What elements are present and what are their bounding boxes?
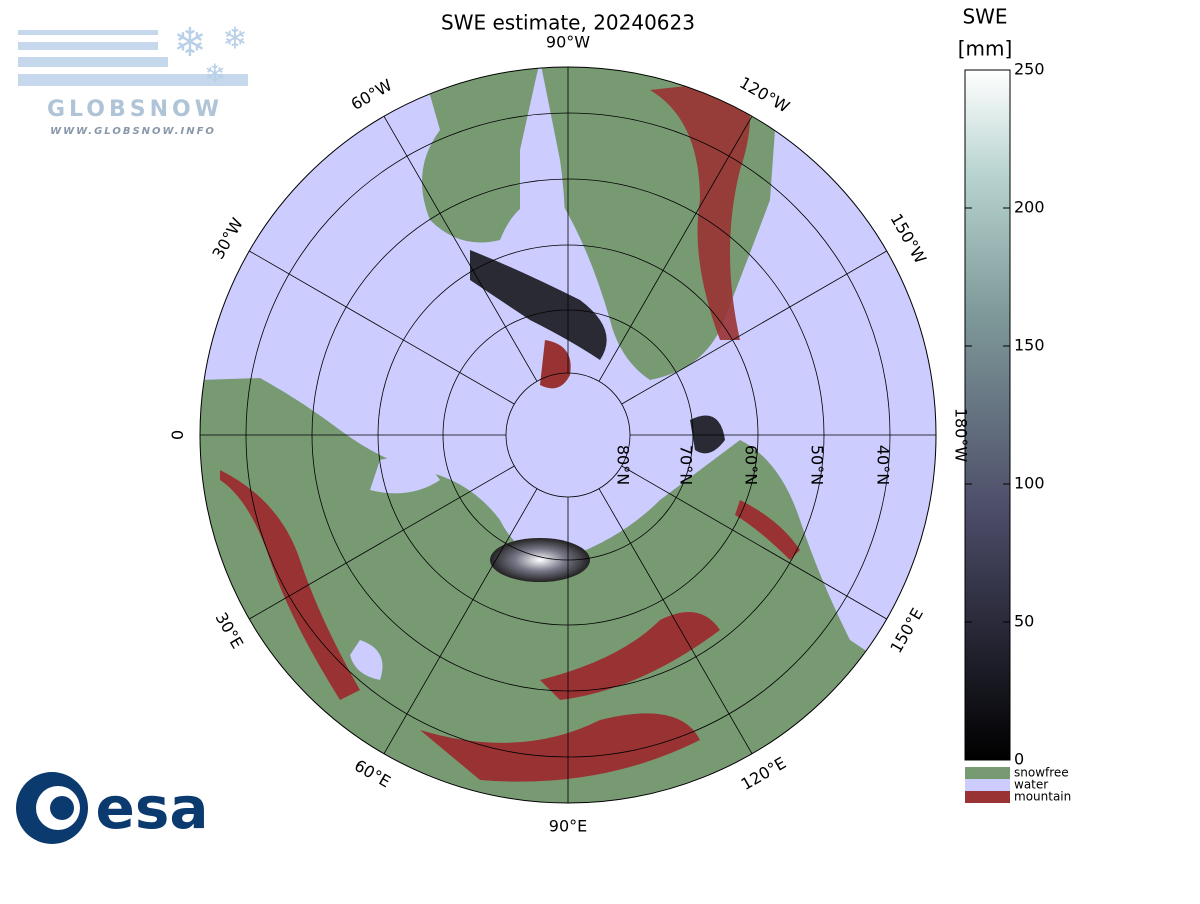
latitude-label: 70°N	[677, 445, 696, 485]
meridian-line	[249, 250, 515, 405]
meridian-line	[621, 250, 887, 405]
latitude-label: 50°N	[808, 445, 827, 485]
colorbar-title: SWE	[962, 5, 1007, 29]
map-title: SWE estimate, 20240623	[441, 11, 695, 35]
colorbar-tick-label: 100	[1014, 474, 1045, 493]
esa-logo: esa	[16, 772, 209, 844]
svg-text:❄: ❄	[173, 20, 207, 66]
colorbar-unit: [mm]	[958, 37, 1013, 61]
legend-label: water	[1014, 778, 1048, 792]
meridian-line	[383, 488, 538, 754]
meridian-label: 150°W	[887, 210, 931, 267]
latitude-label: 40°N	[874, 445, 893, 485]
globsnow-logo: ❄ ❄ ❄ GLOBSNOW WWW.GLOBSNOW.INFO	[18, 20, 248, 137]
globsnow-name: GLOBSNOW	[47, 97, 223, 122]
polar-map	[200, 67, 936, 803]
meridian-label: 180°W	[952, 408, 971, 463]
meridian-label: 150°E	[886, 605, 927, 657]
latitude-label: 80°N	[614, 445, 633, 485]
colorbar-tick-label: 200	[1014, 198, 1045, 217]
legend-label: snowfree	[1014, 766, 1069, 780]
svg-text:❄: ❄	[222, 22, 247, 57]
meridian-label: 120°E	[738, 753, 790, 794]
meridian-label: 120°W	[736, 73, 793, 117]
graticule	[200, 67, 936, 803]
globsnow-url: WWW.GLOBSNOW.INFO	[50, 126, 216, 137]
legend-swatch	[965, 779, 1010, 791]
meridian-label: 0	[168, 430, 187, 440]
esa-name: esa	[96, 774, 209, 842]
legend-swatch	[965, 767, 1010, 779]
colorbar-tick-label: 50	[1014, 612, 1034, 631]
colorbar-tick-label: 0	[1014, 750, 1024, 769]
map-border	[199, 66, 937, 804]
meridian-label: 30°W	[208, 214, 247, 262]
meridian-line	[621, 465, 887, 620]
meridian-label: 90°W	[546, 33, 590, 52]
legend-label: mountain	[1014, 790, 1071, 804]
meridian-line	[598, 116, 753, 382]
meridian-line	[249, 465, 515, 620]
colorbar-tick-label: 250	[1014, 60, 1045, 79]
colorbar	[964, 69, 1011, 761]
meridian-label: 60°W	[348, 75, 396, 114]
meridian-line	[383, 116, 538, 382]
legend-swatch	[965, 791, 1010, 803]
meridian-label: 60°E	[351, 756, 394, 792]
svg-text:❄: ❄	[204, 60, 226, 90]
meridian-label: 30°E	[212, 609, 248, 652]
meridian-line	[598, 488, 753, 754]
colorbar-tick-label: 150	[1014, 336, 1045, 355]
meridian-label: 90°E	[549, 817, 587, 836]
latitude-label: 60°N	[742, 445, 761, 485]
